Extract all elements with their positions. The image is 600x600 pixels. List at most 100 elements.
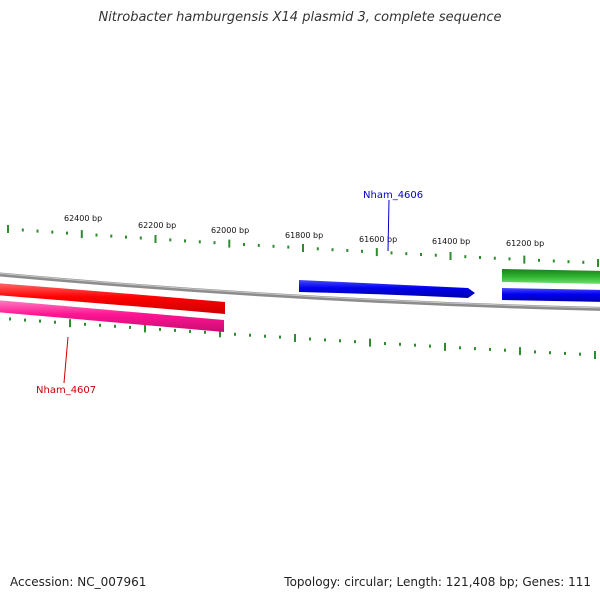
gene-green-feature[interactable]: [502, 269, 600, 284]
minor-tick: [459, 346, 461, 350]
minor-tick: [110, 234, 113, 238]
minor-tick: [508, 257, 511, 261]
minor-tick: [51, 230, 54, 234]
major-tick: [294, 334, 296, 342]
minor-tick: [84, 322, 86, 326]
minor-tick: [125, 235, 127, 239]
minor-tick: [279, 335, 281, 339]
tick-label: 62200 bp: [138, 221, 176, 230]
minor-tick: [272, 244, 275, 248]
minor-tick: [579, 352, 581, 356]
minor-tick: [66, 231, 68, 235]
tick-label: 61800 bp: [285, 231, 323, 240]
minor-tick: [390, 251, 393, 255]
minor-tick: [39, 319, 41, 323]
gene-nham-4607[interactable]: [0, 283, 225, 314]
nham-4606-leader-line: [387, 199, 390, 252]
minor-tick: [331, 248, 334, 252]
minor-tick: [243, 243, 245, 246]
minor-tick: [257, 243, 260, 247]
outer-scale-ticks: [7, 225, 599, 267]
minor-tick: [234, 332, 236, 336]
minor-tick: [184, 239, 186, 243]
inner-scale-ticks: [9, 317, 596, 359]
minor-tick: [36, 229, 39, 233]
nham-4607-leader-line: [63, 336, 69, 384]
accession-text: Accession: NC_007961: [10, 575, 147, 589]
major-tick: [369, 338, 371, 347]
gene-blue-feature-right[interactable]: [502, 288, 600, 302]
major-tick: [144, 324, 146, 333]
minor-tick: [361, 249, 363, 253]
major-tick: [375, 248, 378, 257]
minor-tick: [198, 240, 201, 244]
minor-tick: [549, 351, 551, 355]
gene-nham-4606[interactable]: [299, 280, 475, 298]
tick-label: 61600 bp: [359, 235, 397, 244]
minor-tick: [489, 347, 491, 351]
minor-tick: [264, 334, 266, 338]
tick-label: 62400 bp: [64, 214, 102, 223]
minor-tick: [346, 249, 349, 252]
topology-text: Topology: circular; Length: 121,408 bp; …: [284, 575, 591, 589]
minor-tick: [479, 256, 481, 259]
minor-tick: [9, 317, 11, 321]
minor-tick: [464, 255, 467, 259]
major-tick: [302, 244, 304, 252]
minor-tick: [324, 338, 326, 342]
minor-tick: [399, 342, 401, 346]
minor-tick: [429, 344, 431, 348]
major-tick: [444, 342, 446, 351]
minor-tick: [189, 329, 191, 333]
major-tick: [597, 259, 599, 267]
minor-tick: [95, 233, 98, 237]
plasmid-backbone-highlight: [0, 272, 600, 309]
major-tick: [228, 239, 231, 248]
scale-tick-labels: 62400 bp 62200 bp 62000 bp 61800 bp 6160…: [64, 214, 544, 248]
minor-tick: [129, 325, 131, 329]
minor-tick: [174, 328, 176, 332]
minor-tick: [354, 340, 356, 344]
major-tick: [219, 329, 221, 338]
major-tick: [519, 347, 521, 356]
tick-label: 61400 bp: [432, 237, 470, 246]
tick-label: 61200 bp: [506, 239, 544, 248]
minor-tick: [534, 350, 536, 354]
minor-tick: [204, 330, 206, 334]
minor-tick: [21, 228, 24, 232]
minor-tick: [504, 348, 506, 352]
gene-label-nham-4606: Nham_4606: [363, 190, 423, 201]
minor-tick: [54, 320, 56, 324]
minor-tick: [567, 260, 570, 264]
plasmid-backbone: [0, 272, 600, 311]
minor-tick: [474, 347, 476, 351]
minor-tick: [552, 259, 555, 263]
gene-label-nham-4607: Nham_4607: [36, 385, 96, 396]
minor-tick: [169, 238, 172, 242]
minor-tick: [139, 236, 142, 240]
minor-tick: [213, 241, 216, 245]
major-tick: [523, 255, 526, 264]
minor-tick: [287, 245, 290, 249]
major-tick: [7, 225, 9, 233]
minor-tick: [249, 333, 251, 337]
major-tick: [80, 230, 83, 239]
minor-tick: [434, 253, 437, 257]
minor-tick: [99, 323, 101, 327]
minor-tick: [493, 256, 496, 260]
major-tick: [69, 319, 71, 328]
tick-label: 62000 bp: [211, 226, 249, 235]
minor-tick: [309, 337, 311, 341]
minor-tick: [384, 342, 386, 345]
minor-tick: [414, 343, 416, 347]
major-tick: [449, 252, 452, 260]
minor-tick: [405, 252, 408, 256]
minor-tick: [420, 253, 422, 256]
major-tick: [594, 351, 596, 359]
minor-tick: [316, 247, 319, 251]
minor-tick: [24, 318, 26, 322]
map-title: Nitrobacter hamburgensis X14 plasmid 3, …: [98, 10, 502, 25]
gene-pink-feature[interactable]: [0, 300, 224, 332]
